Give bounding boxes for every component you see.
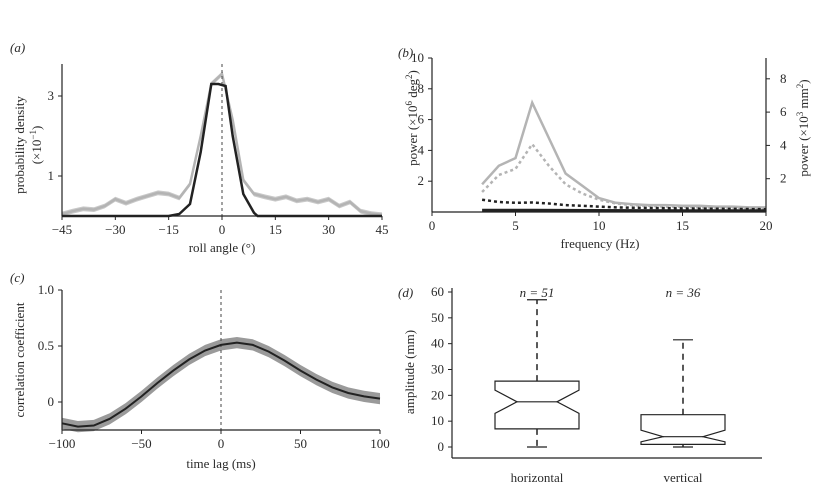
panel-d-y-tick-label: 20 xyxy=(431,387,444,402)
panel-b-yr-end: ) xyxy=(796,79,811,83)
panel-b-label: (b) xyxy=(398,45,413,60)
series-dark-dotted-line xyxy=(481,198,767,211)
panel-b-y-label-left: power (×106 deg2) xyxy=(404,70,420,166)
series-light-line xyxy=(61,71,383,217)
panel-d-ticks: n = 51 horizontal n = 36 vertical 0 10 20 30 40 5… xyxy=(431,284,703,485)
correlation-band xyxy=(62,337,380,433)
panel-d-label: (d) xyxy=(398,285,413,300)
panel-a-x-tick-label: 45 xyxy=(376,222,389,237)
panel-c-y-label: correlation coefficient xyxy=(12,302,27,417)
panel-c-x-tick-label: −50 xyxy=(131,436,151,451)
panel-d-y-tick-label: 0 xyxy=(438,439,445,454)
panel-a-y-label: probability density xyxy=(12,96,27,194)
panel-a-plot xyxy=(61,64,383,218)
panel-b-ticks: 0 5 10 15 20 2 4 6 8 10 2 4 6 8 xyxy=(411,50,787,233)
series-light-dotted-line xyxy=(481,142,767,211)
panel-a-label: (a) xyxy=(10,40,25,55)
panel-c-x-tick-label: 100 xyxy=(370,436,390,451)
box-horizontal-category-label: horizontal xyxy=(511,470,564,485)
panel-b-yr-base: power (×10 xyxy=(796,116,811,176)
panel-b-right-y-tick-label: 2 xyxy=(780,171,787,186)
panel-d-plot xyxy=(494,299,726,448)
panel-a-x-tick-label: −45 xyxy=(52,222,72,237)
panel-b-right-y-tick-label: 4 xyxy=(780,137,787,152)
panel-b-x-tick-label: 10 xyxy=(593,218,606,233)
panel-c-y-tick-label: 1.0 xyxy=(38,282,54,297)
panel-d-y-tick-label: 50 xyxy=(431,310,444,325)
panel-b-x-tick-label: 15 xyxy=(676,218,689,233)
panel-a-x-tick-label: 15 xyxy=(269,222,282,237)
panel-c-x-label: time lag (ms) xyxy=(186,456,255,471)
panel-b-x-tick-label: 5 xyxy=(512,218,519,233)
panel-d-y-tick-label: 60 xyxy=(431,284,444,299)
panel-a-y-unit-base: (×10 xyxy=(29,140,44,165)
panel-b-left-y-tick-label: 4 xyxy=(418,142,425,157)
panel-b-left-y-tick-label: 2 xyxy=(418,173,425,188)
panel-a-y-tick-label: 1 xyxy=(48,168,55,183)
series-light-solid-line xyxy=(481,99,766,209)
box-vertical-notched-box xyxy=(640,414,726,445)
panel-b-x-tick-label: 20 xyxy=(760,218,773,233)
panel-a-x-label: roll angle (°) xyxy=(189,240,256,255)
panel-b-yl-mid: deg xyxy=(405,78,420,101)
panel-b-left-y-tick-label: 8 xyxy=(418,81,425,96)
panel-b-x-tick-label: 0 xyxy=(429,218,436,233)
panel-b-yl-exp2: 2 xyxy=(404,74,414,79)
panel-d-y-tick-label: 40 xyxy=(431,336,444,351)
panel-b-yr-exp2: 2 xyxy=(795,84,805,89)
panel-b-yl-base: power (×10 xyxy=(405,105,420,165)
panel-b-left-y-tick-label: 6 xyxy=(418,112,425,127)
correlation-line xyxy=(61,341,381,428)
panel-c-ticks: −100 −50 0 50 100 0 0.5 1.0 xyxy=(38,282,390,451)
panel-b-yl-exp1: 6 xyxy=(404,100,414,105)
panel-a-y-unit-exp: −1 xyxy=(28,130,38,140)
panel-a-y-tick-label: 3 xyxy=(48,88,55,103)
box-vertical-n-label: n = 36 xyxy=(666,285,701,300)
box-horizontal-n-label: n = 51 xyxy=(520,285,555,300)
box-vertical-category-label: vertical xyxy=(664,470,703,485)
panel-d-y-label: amplitude (mm) xyxy=(402,330,417,414)
panel-b-x-label: frequency (Hz) xyxy=(560,236,639,251)
box-horizontal-notched-box xyxy=(494,380,580,430)
panel-c-y-tick-label: 0 xyxy=(48,394,55,409)
series-dark-solid-line xyxy=(482,208,766,213)
panel-c: (c) −100 −50 0 50 100 0 0.5 1.0 time lag (ms) c… xyxy=(10,270,390,471)
panel-b-plot xyxy=(481,99,767,213)
panel-b-y-label-right: power (×103 mm2) xyxy=(795,79,811,176)
panel-a-x-tick-label: −30 xyxy=(105,222,125,237)
panel-d-letter: d xyxy=(402,285,409,300)
panel-a-x-tick-label: 0 xyxy=(219,222,226,237)
panel-a-y-unit-end: ) xyxy=(29,126,44,130)
panel-b-right-y-tick-label: 8 xyxy=(780,71,787,86)
panel-b-yr-exp1: 3 xyxy=(795,111,805,116)
panel-b-left-y-tick-label: 10 xyxy=(411,50,424,65)
panel-c-x-tick-label: 50 xyxy=(294,436,307,451)
panel-b-yr-mid: mm xyxy=(796,88,811,111)
panel-d-y-tick-label: 30 xyxy=(431,362,444,377)
panel-a-x-tick-label: 30 xyxy=(322,222,335,237)
panel-b-right-y-tick-label: 6 xyxy=(780,104,787,119)
panel-c-label: (c) xyxy=(10,270,24,285)
panel-b-yl-end: ) xyxy=(405,70,420,74)
panel-c-x-tick-label: −100 xyxy=(49,436,76,451)
series-dark-line xyxy=(62,82,382,218)
panel-c-x-tick-label: 0 xyxy=(218,436,225,451)
panel-d-y-tick-label: 10 xyxy=(431,413,444,428)
panel-c-y-tick-label: 0.5 xyxy=(38,338,54,353)
panel-a: (a) −45 −30 −15 0 15 30 45 1 3 roll angle (°) pr… xyxy=(10,40,389,255)
panel-a-x-tick-label: −15 xyxy=(158,222,178,237)
panel-d: (d) n = 51 horizontal n = 36 vertical 0 10 20 3… xyxy=(398,284,762,485)
panel-a-y-unit: (×10−1) xyxy=(28,126,44,165)
panel-a-ticks: −45 −30 −15 0 15 30 45 1 3 xyxy=(48,88,389,237)
panel-c-plot xyxy=(61,290,381,433)
